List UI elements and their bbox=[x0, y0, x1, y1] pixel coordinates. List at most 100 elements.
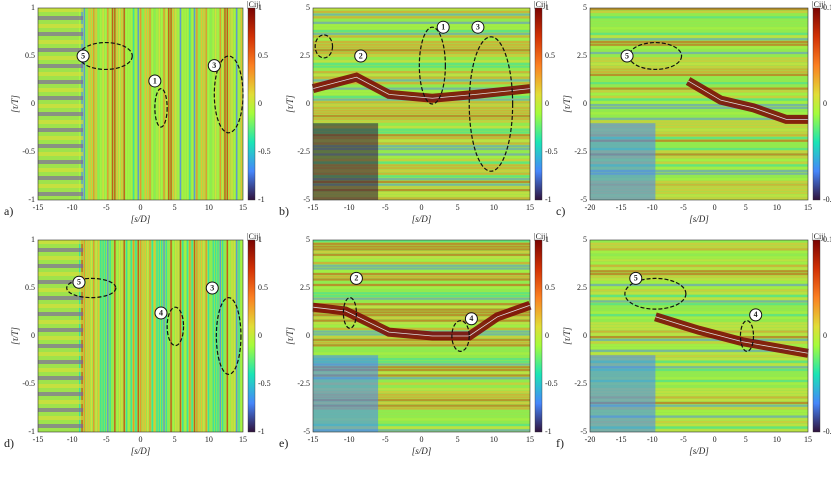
band bbox=[590, 363, 808, 366]
band bbox=[590, 338, 808, 341]
band bbox=[313, 73, 530, 77]
band bbox=[590, 35, 808, 38]
band bbox=[590, 142, 808, 145]
band bbox=[313, 426, 530, 429]
stripe bbox=[116, 240, 118, 432]
band bbox=[313, 49, 530, 52]
band bbox=[590, 314, 808, 317]
band bbox=[313, 259, 530, 262]
band bbox=[590, 377, 808, 380]
dashed-ellipse bbox=[342, 297, 358, 329]
frame bbox=[589, 7, 809, 201]
y-tick-label: -5 bbox=[303, 427, 310, 436]
stripe bbox=[146, 8, 149, 200]
x-tick-label: -10 bbox=[647, 203, 658, 212]
x-tick-label: -10 bbox=[67, 203, 78, 212]
band bbox=[313, 270, 530, 273]
band bbox=[38, 24, 84, 28]
annotation-circle bbox=[154, 306, 168, 320]
band bbox=[590, 46, 808, 49]
band bbox=[313, 303, 530, 306]
band bbox=[590, 240, 808, 243]
band bbox=[590, 267, 808, 270]
colorbar-title: |Cij| bbox=[812, 232, 825, 241]
colorbar-tick-label: -1 bbox=[545, 195, 552, 204]
band bbox=[590, 8, 808, 11]
stripe bbox=[137, 8, 139, 200]
band bbox=[313, 134, 530, 137]
stripe bbox=[100, 8, 102, 200]
x-tick-label: 0 bbox=[420, 435, 424, 444]
band bbox=[590, 27, 808, 30]
band bbox=[313, 123, 530, 126]
stripe bbox=[128, 8, 130, 200]
band bbox=[313, 412, 530, 415]
stripe bbox=[200, 8, 203, 200]
band bbox=[313, 338, 530, 341]
band bbox=[313, 314, 530, 317]
stripe bbox=[118, 8, 121, 200]
stripe bbox=[172, 8, 175, 200]
band bbox=[313, 388, 530, 391]
x-tick-label: 0 bbox=[713, 435, 717, 444]
band bbox=[313, 322, 530, 325]
annotation-circle bbox=[205, 281, 219, 295]
band bbox=[38, 424, 84, 428]
band bbox=[313, 180, 530, 183]
y-tick-label: -5 bbox=[303, 195, 310, 204]
x-tick-label: 15 bbox=[804, 435, 812, 444]
annotation-circle bbox=[436, 20, 450, 34]
stripe bbox=[191, 8, 193, 200]
band bbox=[313, 377, 530, 380]
ridge-line bbox=[687, 80, 808, 120]
stripe bbox=[97, 8, 100, 200]
band bbox=[313, 46, 530, 49]
stripe bbox=[189, 8, 191, 200]
band bbox=[590, 322, 808, 325]
band bbox=[590, 346, 808, 350]
stripe bbox=[123, 240, 125, 432]
band bbox=[313, 191, 530, 194]
annotation-circle bbox=[620, 49, 634, 63]
x-tick-label: -5 bbox=[382, 435, 389, 444]
stripe bbox=[93, 8, 95, 200]
stripe bbox=[233, 8, 236, 200]
band bbox=[590, 305, 808, 309]
x-tick-label: -15 bbox=[616, 435, 627, 444]
band bbox=[38, 176, 84, 180]
band bbox=[590, 29, 808, 33]
dashed-ellipse bbox=[78, 41, 133, 71]
colorbar bbox=[247, 239, 256, 433]
band bbox=[313, 363, 530, 366]
y-tick-label: -2.5 bbox=[574, 147, 587, 156]
dashed-ellipse bbox=[418, 26, 446, 105]
band bbox=[590, 289, 808, 292]
band bbox=[590, 24, 808, 27]
band bbox=[313, 82, 530, 85]
x-tick-label: -5 bbox=[680, 203, 687, 212]
band bbox=[590, 352, 808, 355]
stripe bbox=[219, 240, 221, 432]
band bbox=[590, 421, 808, 424]
band bbox=[313, 253, 530, 256]
dashed-ellipse bbox=[624, 277, 687, 310]
band bbox=[590, 250, 808, 254]
annotation-number: 5 bbox=[81, 51, 85, 60]
colorbar-tick-label: 0 bbox=[823, 99, 827, 108]
y-axis-label: [τ/T] bbox=[285, 327, 295, 345]
band bbox=[590, 319, 808, 322]
ridge-line bbox=[655, 316, 809, 354]
x-tick-label: -15 bbox=[33, 435, 44, 444]
x-tick-label: 0 bbox=[139, 203, 143, 212]
band bbox=[313, 79, 530, 82]
panel: |Cij|10.50-0.5-1-15 -10 -5 0 5 10 1552.50-2.5-… bbox=[279, 0, 558, 224]
stripe bbox=[114, 240, 116, 432]
band bbox=[590, 93, 808, 96]
band bbox=[590, 283, 808, 287]
colorbar-tick-label: 0.5 bbox=[545, 51, 555, 60]
colorbar-tick-label: -0.5 bbox=[545, 379, 558, 388]
band bbox=[313, 120, 530, 123]
band bbox=[38, 136, 84, 140]
panel-label: f) bbox=[556, 436, 564, 450]
band bbox=[590, 164, 808, 167]
